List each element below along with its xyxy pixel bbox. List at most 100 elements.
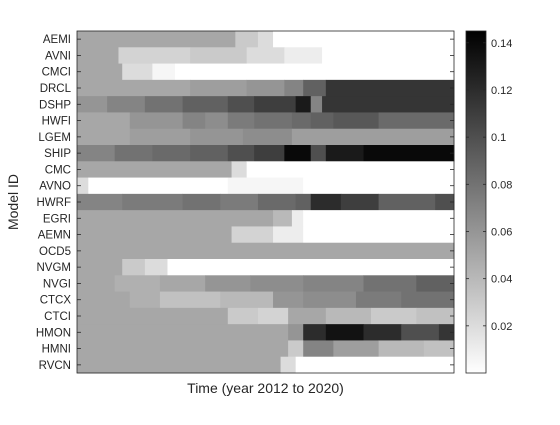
heatmap-cell	[288, 324, 304, 341]
heatmap-cell	[118, 47, 191, 64]
heatmap-cell	[325, 307, 372, 325]
heatmap-cell	[273, 210, 293, 227]
heatmap-cell	[288, 307, 327, 325]
heatmap-cell	[378, 112, 455, 130]
heatmap-cell	[77, 210, 274, 227]
heatmap-cell	[114, 145, 153, 162]
heatmap-cell	[205, 275, 251, 292]
heatmap-cell	[295, 96, 312, 113]
heatmap-row-lgem	[77, 128, 455, 146]
heatmap-cell	[182, 96, 229, 113]
heatmap-cell	[257, 31, 274, 48]
heatmap-cell	[246, 161, 455, 178]
colorbar-tick-label: 0.04	[491, 274, 512, 286]
y-tick-label-egri: EGRI	[43, 213, 71, 225]
colorbar-tick-label: 0.1	[491, 132, 506, 144]
heatmap-row-aemn	[77, 226, 455, 244]
heatmap-row-dshp	[77, 96, 455, 113]
heatmap-row-cmc	[77, 161, 455, 178]
heatmap-cell	[322, 47, 455, 64]
heatmap-cell	[254, 96, 297, 113]
heatmap-cell	[303, 210, 455, 227]
heatmap-cell	[77, 259, 123, 276]
y-tick-label-ctci: CTCI	[44, 311, 71, 323]
heatmap-cell	[77, 145, 116, 162]
heatmap-row-hwfi	[77, 112, 455, 130]
heatmap-cell	[371, 307, 417, 325]
heatmap-cell	[129, 291, 161, 309]
heatmap-cell	[77, 63, 123, 81]
heatmap-cell	[77, 128, 131, 146]
heatmap-cell	[122, 193, 183, 211]
heatmap-cell	[322, 96, 455, 113]
heatmap-cell	[310, 145, 327, 162]
heatmap-cell	[77, 193, 123, 211]
y-tick-label-hwrf: HWRF	[37, 197, 72, 209]
heatmap-cell	[77, 177, 89, 195]
heatmap-cell	[190, 47, 248, 64]
heatmap-cell	[378, 193, 436, 211]
heatmap-cell	[190, 79, 248, 97]
heatmap-cells	[77, 31, 455, 374]
heatmap-cell	[159, 291, 221, 309]
heatmap-row-drcl	[77, 79, 455, 97]
heatmap-cell	[291, 112, 312, 130]
heatmap-cell	[144, 96, 183, 113]
heatmap-cell	[325, 79, 455, 97]
heatmap-cell	[152, 145, 191, 162]
heatmap-cell	[273, 226, 304, 244]
heatmap-cell	[435, 193, 455, 211]
heatmap-row-hmon	[77, 324, 455, 341]
heatmap-cell	[227, 145, 255, 162]
y-tick-label-aemi: AEMI	[43, 34, 71, 46]
heatmap-cell	[303, 324, 327, 341]
heatmap-cell	[303, 291, 357, 309]
x-axis-label: Time (year 2012 to 2020)	[187, 380, 344, 396]
y-tick-label-hwfi: HWFI	[42, 116, 71, 128]
heatmap-cell	[231, 161, 248, 178]
heatmap-cell	[250, 275, 304, 292]
heatmap-cell	[363, 145, 455, 162]
heatmap-cell	[257, 307, 289, 325]
heatmap-cell	[220, 291, 274, 309]
colorbar-ticks: 0.02 0.04 0.06 0.08 0.1 0.12 0.14	[466, 38, 512, 333]
heatmap-cell	[88, 177, 229, 195]
heatmap-row-nvgi	[77, 275, 455, 292]
heatmap-cell	[190, 145, 229, 162]
heatmap-cell	[295, 356, 455, 374]
heatmap-cell	[205, 112, 229, 130]
heatmap-cell	[273, 291, 304, 309]
heatmap-row-hmni	[77, 340, 455, 358]
heatmap-cell	[129, 128, 191, 146]
heatmap-cell	[152, 63, 176, 81]
colorbar-tick-label: 0.06	[491, 226, 512, 238]
heatmap-row-ctcx	[77, 291, 455, 309]
y-tick-label-ocd5: OCD5	[39, 246, 71, 258]
heatmap-cell	[416, 275, 455, 292]
heatmap-cell	[363, 275, 417, 292]
heatmap-row-ctci	[77, 307, 455, 325]
heatmap-cell	[355, 291, 402, 309]
heatmap-cell	[175, 63, 455, 81]
heatmap-cell	[254, 145, 285, 162]
heatmap-cell	[303, 275, 364, 292]
heatmap-cell	[246, 79, 285, 97]
heatmap-cell	[77, 79, 191, 97]
heatmap-cell	[77, 161, 232, 178]
colorbar-tick-label: 0.12	[491, 85, 512, 97]
colorbar	[465, 30, 487, 374]
heatmap-cell	[310, 112, 334, 130]
heatmap-cell	[129, 112, 183, 130]
heatmap-cell	[159, 275, 206, 292]
heatmap-cell	[77, 31, 236, 48]
heatmap-cell	[122, 259, 146, 276]
heatmap-cell	[303, 340, 334, 358]
heatmap-cell	[363, 324, 402, 341]
heatmap-cell	[273, 31, 455, 48]
heatmap-cell	[182, 193, 221, 211]
heatmap-cell	[114, 275, 161, 292]
y-tick-label-ctcx: CTCX	[40, 295, 72, 307]
heatmap-cell	[77, 340, 289, 358]
heatmap-cell	[77, 275, 116, 292]
